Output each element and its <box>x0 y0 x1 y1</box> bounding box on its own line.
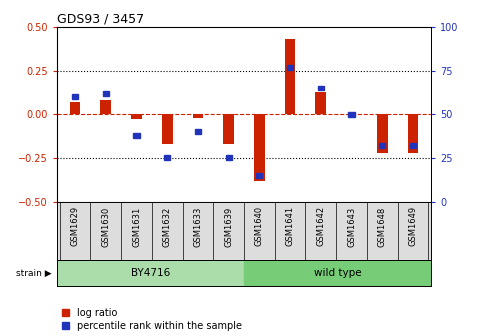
Bar <box>316 91 326 114</box>
Text: BY4716: BY4716 <box>131 268 170 278</box>
Text: GSM1629: GSM1629 <box>70 206 80 246</box>
Bar <box>226 156 232 160</box>
Text: GSM1649: GSM1649 <box>408 206 418 246</box>
Text: GSM1640: GSM1640 <box>255 206 264 246</box>
Bar <box>162 114 173 144</box>
Bar <box>164 156 170 160</box>
Bar <box>408 114 419 153</box>
Bar <box>101 100 111 114</box>
Bar <box>134 133 140 138</box>
Bar <box>318 86 324 90</box>
Bar <box>244 260 431 286</box>
Text: strain ▶: strain ▶ <box>16 268 52 278</box>
Bar <box>349 112 354 117</box>
Text: GSM1643: GSM1643 <box>347 206 356 247</box>
Bar <box>72 94 78 99</box>
Text: GDS93 / 3457: GDS93 / 3457 <box>57 13 144 26</box>
Bar <box>223 114 234 144</box>
Bar <box>254 114 265 181</box>
Text: GSM1630: GSM1630 <box>102 206 110 247</box>
Text: GSM1631: GSM1631 <box>132 206 141 247</box>
Bar <box>377 114 387 153</box>
Text: GSM1632: GSM1632 <box>163 206 172 247</box>
Text: GSM1648: GSM1648 <box>378 206 387 247</box>
Bar <box>285 39 295 114</box>
Bar <box>287 65 293 70</box>
Bar <box>193 114 203 118</box>
Text: wild type: wild type <box>314 268 361 278</box>
Bar <box>256 173 262 178</box>
Legend: log ratio, percentile rank within the sample: log ratio, percentile rank within the sa… <box>62 308 242 331</box>
Text: GSM1641: GSM1641 <box>285 206 295 246</box>
Bar <box>103 91 109 96</box>
Bar <box>379 143 386 148</box>
Bar <box>70 102 80 114</box>
Text: GSM1642: GSM1642 <box>317 206 325 246</box>
Bar <box>410 143 416 148</box>
Bar <box>57 260 244 286</box>
Text: GSM1633: GSM1633 <box>193 206 203 247</box>
Text: GSM1639: GSM1639 <box>224 206 233 247</box>
Bar <box>131 114 142 120</box>
Bar <box>195 129 201 134</box>
